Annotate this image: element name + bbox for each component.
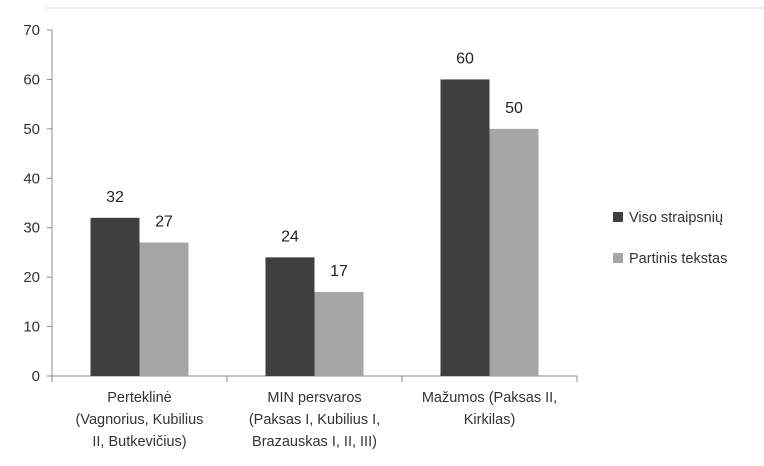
legend-swatch xyxy=(613,212,623,222)
y-tick-label: 60 xyxy=(23,71,40,88)
y-tick-label: 20 xyxy=(23,269,40,286)
axes: 0 10 20 30 40 50 60 70 Perteklinė (Vagnorius, Kub… xyxy=(23,7,764,450)
y-tick-label: 30 xyxy=(23,220,40,237)
data-label: 32 xyxy=(106,189,124,206)
data-label: 50 xyxy=(505,100,523,117)
x-category-label-line: Brazauskas I, II, III) xyxy=(252,434,377,450)
y-tick-label: 40 xyxy=(23,170,40,187)
y-tick-label: 70 xyxy=(23,22,40,39)
bar xyxy=(265,257,315,376)
x-category-label: MIN persvaros (Paksas I, Kubilius I, Braza… xyxy=(249,390,380,450)
x-category-label-line: II, Butkevičius) xyxy=(92,434,186,450)
bar xyxy=(90,217,140,376)
data-label: 27 xyxy=(155,214,173,231)
bar xyxy=(440,79,490,376)
data-labels: 32 27 24 17 60 50 xyxy=(106,50,523,280)
x-category-label: Perteklinė (Vagnorius, Kubilius II, Butkev… xyxy=(76,390,204,450)
bars xyxy=(90,79,539,376)
bar xyxy=(314,291,364,376)
x-category-label-line: MIN persvaros xyxy=(267,390,361,406)
bar xyxy=(489,128,539,376)
y-tick-label: 0 xyxy=(32,368,40,385)
x-category-label-line: Perteklinė xyxy=(107,390,171,406)
x-category-label-line: (Paksas I, Kubilius I, xyxy=(249,412,380,428)
data-label: 60 xyxy=(456,50,474,67)
x-category-label-line: Mažumos (Paksas II, xyxy=(422,390,557,406)
data-label: 17 xyxy=(330,263,348,280)
x-category-label: Mažumos (Paksas II, Kirkilas) xyxy=(422,390,557,428)
data-label: 24 xyxy=(281,228,299,245)
bar xyxy=(139,242,189,376)
y-tick-label: 50 xyxy=(23,121,40,138)
x-category-label-line: (Vagnorius, Kubilius xyxy=(76,412,204,428)
y-tick-label: 10 xyxy=(23,319,40,336)
legend: Viso straipsnių Partinis tekstas xyxy=(613,210,727,267)
legend-label: Viso straipsnių xyxy=(629,210,723,226)
legend-swatch xyxy=(613,253,623,263)
x-category-label-line: Kirkilas) xyxy=(464,412,516,428)
legend-label: Partinis tekstas xyxy=(629,251,727,267)
